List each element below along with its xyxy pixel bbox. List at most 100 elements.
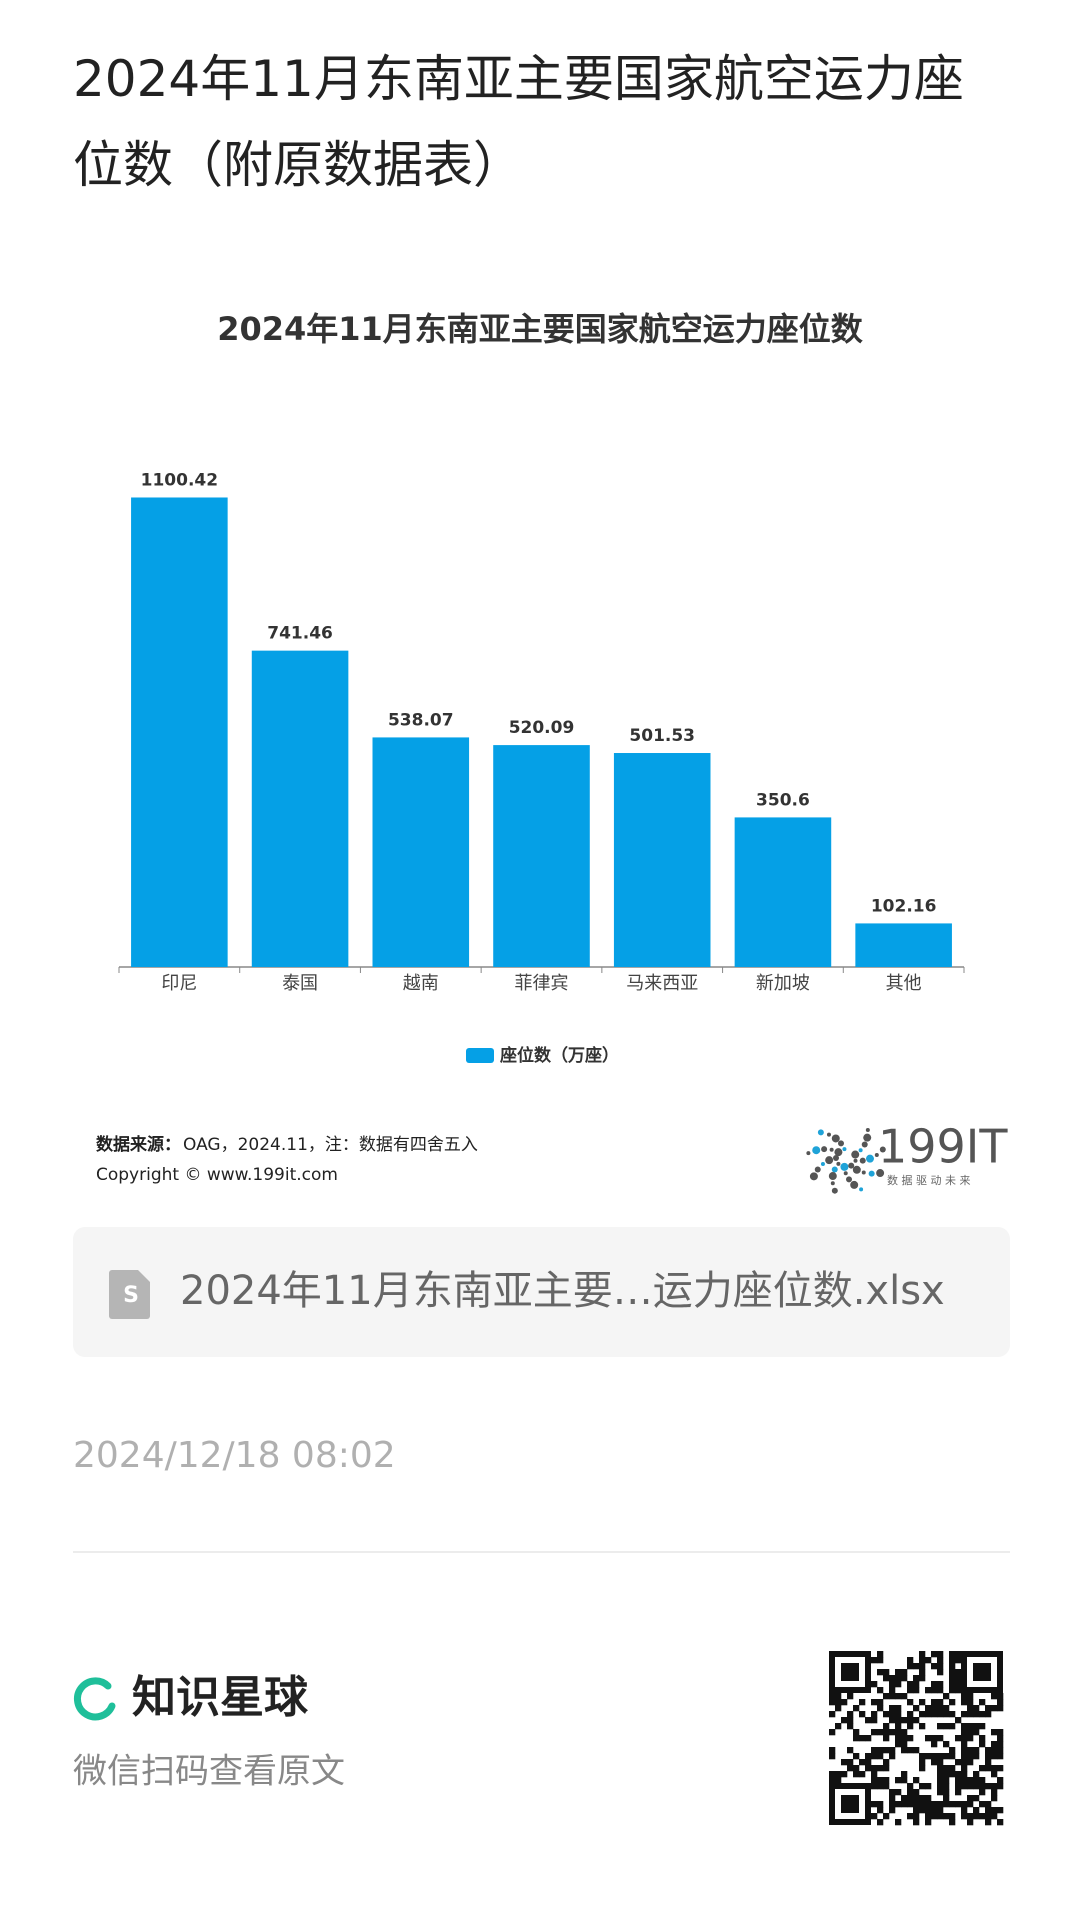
qr-module	[985, 1711, 992, 1718]
qr-module	[853, 1729, 860, 1736]
publish-date: 2024/12/18 08:02	[73, 1435, 396, 1476]
logo-dot	[846, 1176, 853, 1183]
qr-module	[865, 1753, 872, 1760]
qr-module	[847, 1759, 854, 1766]
qr-module	[913, 1807, 920, 1814]
qr-module	[937, 1783, 944, 1790]
qr-module	[955, 1687, 962, 1694]
qr-module	[931, 1681, 938, 1688]
qr-module	[967, 1699, 974, 1706]
qr-module	[955, 1801, 962, 1808]
qr-module	[841, 1771, 848, 1778]
qr-module	[931, 1801, 938, 1808]
qr-module	[943, 1693, 950, 1700]
qr-module	[895, 1675, 902, 1682]
qr-module	[895, 1717, 902, 1724]
qr-module	[907, 1735, 914, 1742]
qr-module	[871, 1711, 878, 1718]
qr-module	[925, 1783, 932, 1790]
qr-module	[877, 1777, 884, 1784]
qr-module	[967, 1753, 974, 1760]
qr-module	[907, 1711, 914, 1718]
attachment-card[interactable]	[73, 1227, 1010, 1357]
qr-module	[895, 1681, 902, 1688]
qr-module	[937, 1777, 944, 1784]
qr-module	[949, 1681, 956, 1688]
logo-dot	[863, 1133, 872, 1142]
qr-module	[853, 1705, 860, 1712]
x-tick-label: 越南	[403, 973, 439, 994]
legend-swatch	[466, 1048, 494, 1063]
qr-module	[985, 1753, 992, 1760]
qr-module	[949, 1813, 956, 1820]
qr-module	[835, 1693, 842, 1700]
qr-module	[919, 1711, 926, 1718]
qr-module	[871, 1699, 878, 1706]
qr-module	[895, 1705, 902, 1712]
attachment-name[interactable]: 2024年11月东南亚主要…运力座位数.xlsx	[180, 1268, 945, 1314]
qr-module	[859, 1711, 866, 1718]
qr-module	[997, 1705, 1004, 1712]
qr-finder	[829, 1651, 871, 1693]
qr-module	[979, 1711, 986, 1718]
qr-module	[907, 1747, 914, 1754]
x-tick-label: 印尼	[161, 973, 197, 994]
qr-module	[907, 1687, 914, 1694]
qr-module	[871, 1729, 878, 1736]
qr-module	[937, 1657, 944, 1664]
qr-module	[889, 1795, 896, 1802]
qr-module	[901, 1717, 908, 1724]
x-tick-label: 菲律宾	[515, 973, 569, 994]
qr-module	[919, 1723, 926, 1730]
qr-module	[991, 1729, 998, 1736]
qr-module	[955, 1681, 962, 1688]
qr-module	[973, 1783, 980, 1790]
qr-module	[991, 1753, 998, 1760]
qr-module	[889, 1753, 896, 1760]
legend-label: 座位数（万座）	[500, 1045, 619, 1066]
qr-module	[829, 1771, 836, 1778]
qr-module	[937, 1807, 944, 1814]
brand-icon	[73, 1677, 116, 1721]
logo-dot	[826, 1132, 831, 1137]
qr-module	[973, 1777, 980, 1784]
qr-module	[895, 1789, 902, 1796]
qr-module	[895, 1669, 902, 1676]
qr-module	[901, 1795, 908, 1802]
qr-module	[973, 1729, 980, 1736]
qr-module	[925, 1807, 932, 1814]
qr-module	[859, 1759, 866, 1766]
value-label: 538.07	[388, 710, 454, 730]
qr-module	[895, 1735, 902, 1742]
qr-module	[943, 1795, 950, 1802]
qr-module	[961, 1801, 968, 1808]
qr-module	[997, 1819, 1004, 1826]
qr-module	[961, 1741, 968, 1748]
qr-module	[985, 1813, 992, 1820]
source-text: OAG，2024.11，注：数据有四舍五入	[183, 1135, 478, 1155]
qr-module	[937, 1765, 944, 1772]
qr-module	[961, 1699, 968, 1706]
qr-module	[913, 1777, 920, 1784]
logo-dot	[831, 1134, 840, 1143]
qr-module	[877, 1753, 884, 1760]
logo-dot	[814, 1166, 821, 1173]
qr-module	[907, 1657, 914, 1664]
qr-module	[943, 1813, 950, 1820]
qr-module	[991, 1789, 998, 1796]
qr-module	[901, 1747, 908, 1754]
qr-code	[829, 1651, 1004, 1826]
qr-module	[949, 1657, 956, 1664]
qr-module	[919, 1699, 926, 1706]
logo-dot	[876, 1169, 885, 1178]
qr-module	[979, 1735, 986, 1742]
qr-module	[883, 1711, 890, 1718]
qr-module	[967, 1801, 974, 1808]
logo-dot	[817, 1129, 824, 1136]
logo-dot	[868, 1170, 875, 1177]
qr-module	[973, 1813, 980, 1820]
qr-module	[871, 1777, 878, 1784]
qr-module	[847, 1747, 854, 1754]
qr-module	[979, 1723, 986, 1730]
qr-module	[835, 1699, 842, 1706]
